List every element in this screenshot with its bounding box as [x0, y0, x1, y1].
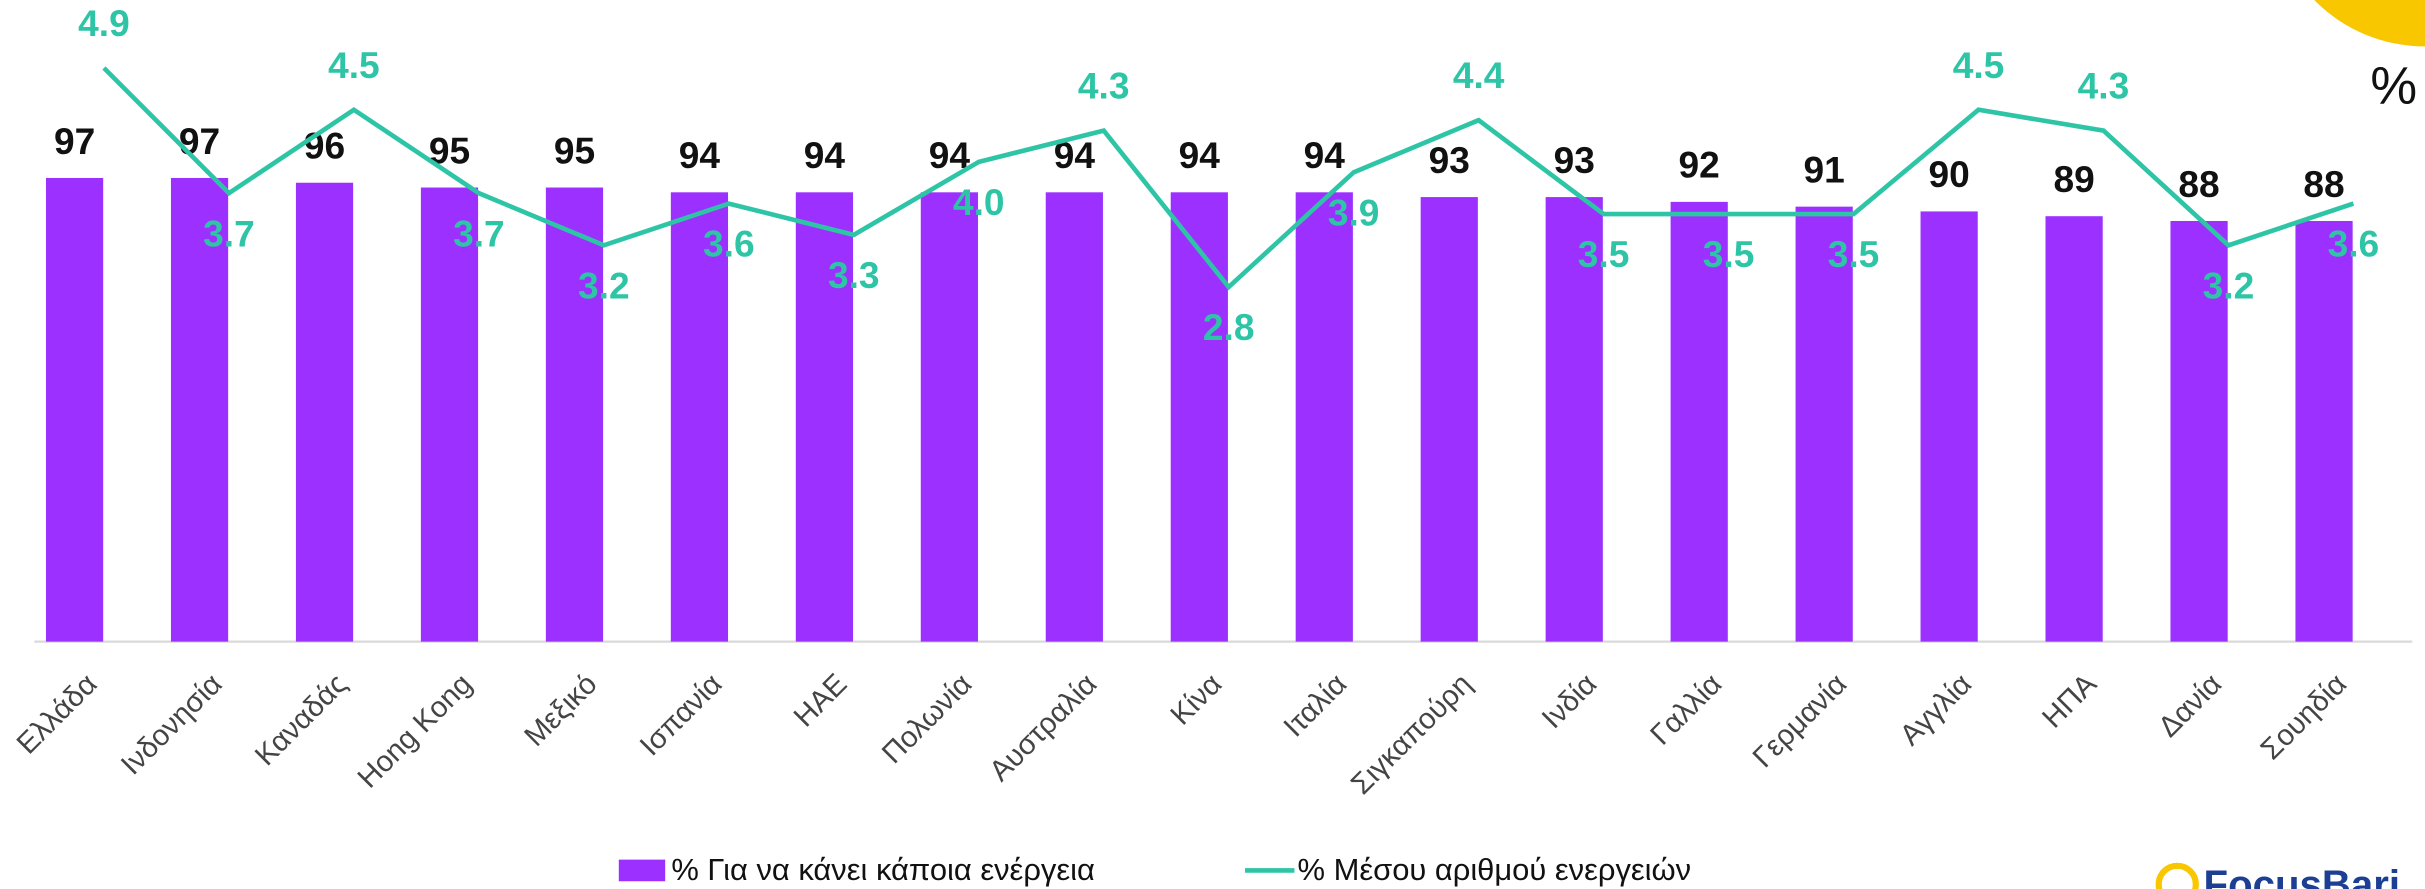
bar-value-label: 92 [1679, 144, 1720, 186]
logo: FocusBari [2204, 862, 2401, 889]
x-tick-label: Δανία [2152, 667, 2228, 743]
x-tick-label: Αυστραλία [983, 667, 1103, 787]
line-value-label: 4.3 [2078, 65, 2130, 107]
bar [1670, 201, 1728, 642]
bar [1295, 192, 1353, 642]
line-value-label: 4.4 [1453, 54, 1505, 96]
x-tick-label: Κίνα [1164, 667, 1228, 731]
x-tick-label: Ελλάδα [10, 667, 103, 760]
legend-swatch [618, 859, 666, 882]
line-value-label: 4.0 [953, 181, 1005, 223]
x-tick-label: Σιγκαπούρη [1345, 667, 1479, 801]
x-tick-label: Γερμανία [1746, 667, 1853, 774]
line-value-label: 4.5 [1953, 44, 2005, 86]
logo-icon [2155, 862, 2199, 889]
x-tick-label: Ισπανία [633, 667, 728, 762]
bar [1045, 192, 1103, 642]
bar [45, 177, 104, 642]
line-value-label: 3.9 [1328, 191, 1380, 233]
bar-value-label: 95 [554, 129, 595, 171]
bar-value-label: 93 [1429, 139, 1470, 181]
bar [295, 182, 354, 642]
bar [670, 192, 729, 642]
line-value-label: 3.3 [828, 254, 880, 296]
line-value-label: 3.5 [1703, 233, 1755, 275]
line-value-label: 3.7 [453, 212, 505, 254]
bar-value-label: 89 [2053, 158, 2094, 200]
x-tick-label: ΗΑΕ [787, 667, 853, 733]
bar [2045, 216, 2103, 642]
bar-value-label: 97 [54, 120, 95, 162]
line-value-label: 4.3 [1078, 65, 1130, 107]
bar [545, 187, 604, 642]
bar [795, 192, 854, 642]
x-tick-label: Ινδία [1536, 667, 1604, 735]
bar-value-label: 88 [2303, 163, 2344, 205]
x-tick-label: Ινδονησία [115, 667, 229, 781]
x-tick-label: Hong Kong [351, 667, 478, 794]
line-value-label: 3.6 [703, 223, 755, 265]
x-tick-label: ΗΠΑ [2036, 667, 2103, 734]
bar-value-label: 94 [804, 134, 846, 176]
x-tick-label: Πολωνία [876, 667, 979, 770]
bar-value-label: 90 [1929, 153, 1970, 195]
line-value-label: 3.2 [2203, 264, 2255, 306]
line-value-label: 3.5 [1828, 233, 1880, 275]
x-tick-label: Αγγλία [1894, 667, 1979, 752]
bar-value-label: 94 [1304, 134, 1346, 176]
bar [2295, 220, 2353, 642]
x-tick-label: Ιταλία [1277, 667, 1353, 743]
x-tick-label: Μεξικό [518, 667, 603, 752]
bar-value-label: 94 [679, 134, 721, 176]
line-value-label: 4.9 [78, 2, 130, 44]
bar [420, 187, 479, 642]
line-value-label: 2.8 [1203, 306, 1255, 348]
bar-value-label: 97 [179, 120, 220, 162]
line-value-label: 3.5 [1578, 233, 1630, 275]
line-value-label: 3.7 [203, 212, 255, 254]
x-tick-label: Καναδάς [249, 667, 354, 772]
legend-label: % Για να κάνει κάποια ενέργεια [671, 852, 1095, 887]
bar-value-label: 94 [1179, 134, 1221, 176]
bar [2170, 220, 2228, 642]
line-value-label: 3.2 [578, 264, 630, 306]
unit-label: % [2370, 57, 2417, 116]
bar-value-label: 88 [2178, 163, 2219, 205]
line [102, 66, 2355, 291]
bar [1920, 211, 1978, 642]
bar [170, 177, 229, 642]
decor-circle [2314, 0, 2425, 47]
legend-label: % Μέσου αριθμού ενεργειών [1298, 852, 1692, 887]
bar-value-label: 93 [1554, 139, 1595, 181]
bar [920, 192, 978, 642]
bar [1545, 197, 1603, 642]
x-tick-label: Γαλλία [1644, 667, 1728, 751]
x-tick-label: Σουηδία [2254, 667, 2353, 766]
line-value-label: 3.6 [2328, 223, 2380, 265]
line-value-label: 4.5 [328, 44, 380, 86]
bar-value-label: 91 [1804, 148, 1845, 190]
bar [1795, 206, 1853, 642]
bar [1170, 192, 1228, 642]
bar [1420, 197, 1478, 642]
